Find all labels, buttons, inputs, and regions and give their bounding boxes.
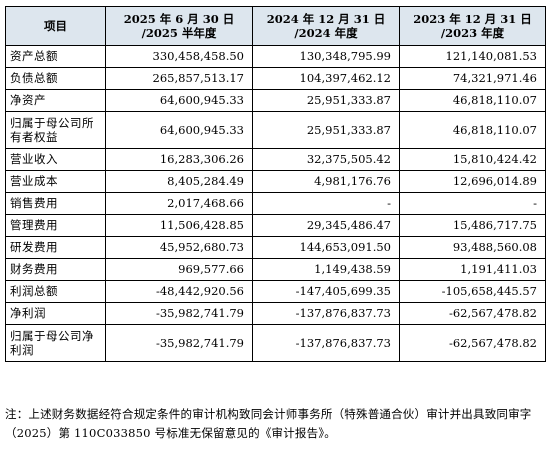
table-row: 财务费用 969,577.66 1,149,438.59 1,191,411.03 (5, 258, 546, 281)
value-2025: 45,952,680.73 (105, 236, 253, 259)
value-2024: -137,876,837.73 (252, 324, 400, 362)
table-row: 净利润 -35,982,741.79 -137,876,837.73 -62,567,… (5, 302, 546, 325)
table-row: 负债总额 265,857,513.17 104,397,462.12 74,321,9… (5, 67, 546, 90)
table-row: 资产总额 330,458,458.50 130,348,795.99 121,140,… (5, 45, 546, 68)
value-2023: 46,818,110.07 (399, 111, 546, 149)
value-2025: -35,982,741.79 (105, 324, 253, 362)
value-2024: - (252, 192, 400, 215)
row-label: 归属于母公司净利润 (5, 324, 106, 362)
value-2025: 64,600,945.33 (105, 111, 253, 149)
header-item: 项目 (5, 6, 106, 46)
header-2025: 2025 年 6 月 30 日/2025 半年度 (105, 6, 253, 46)
value-2023: 121,140,081.53 (399, 45, 546, 68)
value-2023: 1,191,411.03 (399, 258, 546, 281)
value-2024: 32,375,505.42 (252, 148, 400, 171)
value-2025: 16,283,306.26 (105, 148, 253, 171)
value-2025: -35,982,741.79 (105, 302, 253, 325)
header-2024: 2024 年 12 月 31 日/2024 年度 (252, 6, 400, 46)
table-row: 归属于母公司所有者权益 64,600,945.33 25,951,333.87 46,… (5, 111, 546, 149)
value-2024: -137,876,837.73 (252, 302, 400, 325)
value-2024: 130,348,795.99 (252, 45, 400, 68)
table-row: 净资产 64,600,945.33 25,951,333.87 46,818,110.… (5, 89, 546, 112)
row-label: 净利润 (5, 302, 106, 325)
value-2024: 1,149,438.59 (252, 258, 400, 281)
row-label: 研发费用 (5, 236, 106, 259)
row-label: 归属于母公司所有者权益 (5, 111, 106, 149)
value-2024: 4,981,176.76 (252, 170, 400, 193)
row-label: 财务费用 (5, 258, 106, 281)
row-label: 利润总额 (5, 280, 106, 303)
row-label: 销售费用 (5, 192, 106, 215)
table-row: 销售费用 2,017,468.66- - (5, 192, 546, 215)
value-2024: -147,405,699.35 (252, 280, 400, 303)
value-2025: 265,857,513.17 (105, 67, 253, 90)
table-header-row: 项目 2025 年 6 月 30 日/2025 半年度 2024 年 12 月 … (5, 6, 546, 46)
value-2023: 12,696,014.89 (399, 170, 546, 193)
value-2025: 11,506,428.85 (105, 214, 253, 237)
value-2023: -105,658,445.57 (399, 280, 546, 303)
table-row: 营业收入 16,283,306.26 32,375,505.42 15,810,424… (5, 148, 546, 171)
value-2023: 93,488,560.08 (399, 236, 546, 259)
value-2023: 15,810,424.42 (399, 148, 546, 171)
value-2025: -48,442,920.56 (105, 280, 253, 303)
table-row: 利润总额 -48,442,920.56 -147,405,699.35 -105,65… (5, 280, 546, 303)
table-row: 营业成本 8,405,284.49 4,981,176.76 12,696,014.8… (5, 170, 546, 193)
table-row: 研发费用 45,952,680.73 144,653,091.50 93,488,56… (5, 236, 546, 259)
financial-data-table: 项目 2025 年 6 月 30 日/2025 半年度 2024 年 12 月 … (5, 6, 546, 362)
value-2023: - (399, 192, 546, 215)
row-label: 负债总额 (5, 67, 106, 90)
value-2024: 25,951,333.87 (252, 111, 400, 149)
value-2024: 104,397,462.12 (252, 67, 400, 90)
value-2025: 330,458,458.50 (105, 45, 253, 68)
value-2025: 8,405,284.49 (105, 170, 253, 193)
value-2024: 144,653,091.50 (252, 236, 400, 259)
value-2023: 74,321,971.46 (399, 67, 546, 90)
row-label: 管理费用 (5, 214, 106, 237)
value-2025: 64,600,945.33 (105, 89, 253, 112)
value-2024: 25,951,333.87 (252, 89, 400, 112)
row-label: 资产总额 (5, 45, 106, 68)
row-label: 净资产 (5, 89, 106, 112)
table-row: 管理费用 11,506,428.85 29,345,486.47 15,486,717… (5, 214, 546, 237)
value-2023: 15,486,717.75 (399, 214, 546, 237)
value-2023: -62,567,478.82 (399, 302, 546, 325)
table-row: 归属于母公司净利润 -35,982,741.79 -137,876,837.73 -6… (5, 324, 546, 362)
audit-footnote: 注：上述财务数据经符合规定条件的审计机构致同会计师事务所（特殊普通合伙）审计并出… (5, 407, 532, 440)
value-2025: 2,017,468.66 (105, 192, 253, 215)
value-2023: 46,818,110.07 (399, 89, 546, 112)
header-2023: 2023 年 12 月 31 日/2023 年度 (399, 6, 546, 46)
value-2025: 969,577.66 (105, 258, 253, 281)
value-2023: -62,567,478.82 (399, 324, 546, 362)
row-label: 营业收入 (5, 148, 106, 171)
row-label: 营业成本 (5, 170, 106, 193)
value-2024: 29,345,486.47 (252, 214, 400, 237)
